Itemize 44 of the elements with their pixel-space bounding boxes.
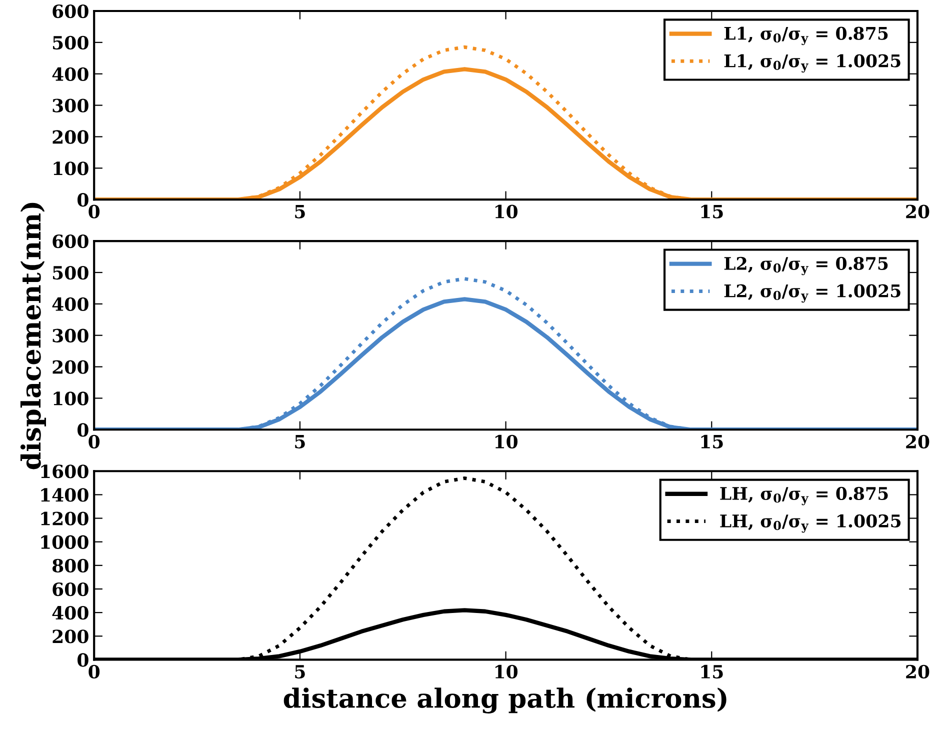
- x-tick-label: 0: [88, 204, 100, 218]
- y-tick-label: 500: [53, 36, 88, 50]
- y-tick-label: 300: [52, 328, 88, 342]
- y-tick-label: 200: [52, 630, 88, 644]
- x-tick-label: 10: [495, 204, 518, 218]
- x-tick-label: 15: [701, 664, 723, 679]
- legend-label: L2, σ$_{0}$/σ$_{y}$ = 0.875: [724, 256, 888, 276]
- y-tick-label: 500: [53, 266, 88, 280]
- y-tick-label: 400: [52, 297, 88, 312]
- y-tick-label: 0: [78, 423, 88, 437]
- x-tick-label: 10: [495, 434, 518, 448]
- y-tick-label: 0: [78, 653, 88, 667]
- y-tick-label: 200: [52, 360, 88, 374]
- x-tick-label: 20: [906, 664, 930, 679]
- x-tick-label: 0: [88, 434, 100, 448]
- legend-label: L1, σ$_{0}$/σ$_{y}$ = 0.875: [724, 26, 888, 46]
- y-tick-label: 300: [52, 98, 88, 112]
- legend-label: LH, σ$_{0}$/σ$_{y}$ = 0.875: [720, 486, 888, 506]
- y-tick-label: 400: [52, 67, 88, 81]
- x-tick-label: 5: [295, 435, 305, 448]
- y-tick-label: 0: [78, 193, 88, 207]
- y-tick-label: 1000: [41, 535, 88, 549]
- x-axis-title: distance along path (microns): [284, 688, 726, 714]
- y-tick-label: 600: [52, 4, 88, 18]
- y-tick-label: 200: [52, 130, 88, 144]
- x-tick-label: 5: [295, 204, 305, 218]
- x-tick-label: 10: [495, 664, 518, 679]
- y-tick-label: 100: [54, 392, 88, 406]
- y-tick-label: 1400: [41, 488, 88, 502]
- y-tick-label: 600: [52, 234, 88, 248]
- x-tick-label: 0: [88, 664, 100, 679]
- x-tick-label: 15: [701, 204, 723, 218]
- y-tick-label: 600: [52, 582, 88, 596]
- x-tick-label: 15: [701, 434, 723, 448]
- y-tick-label: 1200: [41, 512, 88, 526]
- x-tick-label: 20: [906, 204, 930, 218]
- legend-label: L2, σ$_{0}$/σ$_{y}$ = 1.0025: [724, 284, 900, 303]
- legend-label: L1, σ$_{0}$/σ$_{y}$ = 1.0025: [724, 54, 900, 73]
- legend-label: LH, σ$_{0}$/σ$_{y}$ = 1.0025: [720, 514, 901, 533]
- y-tick-label: 800: [52, 558, 88, 573]
- y-tick-label: 400: [52, 606, 88, 620]
- x-tick-label: 20: [906, 434, 930, 448]
- y-tick-label: 100: [54, 162, 88, 176]
- x-tick-label: 5: [295, 665, 305, 679]
